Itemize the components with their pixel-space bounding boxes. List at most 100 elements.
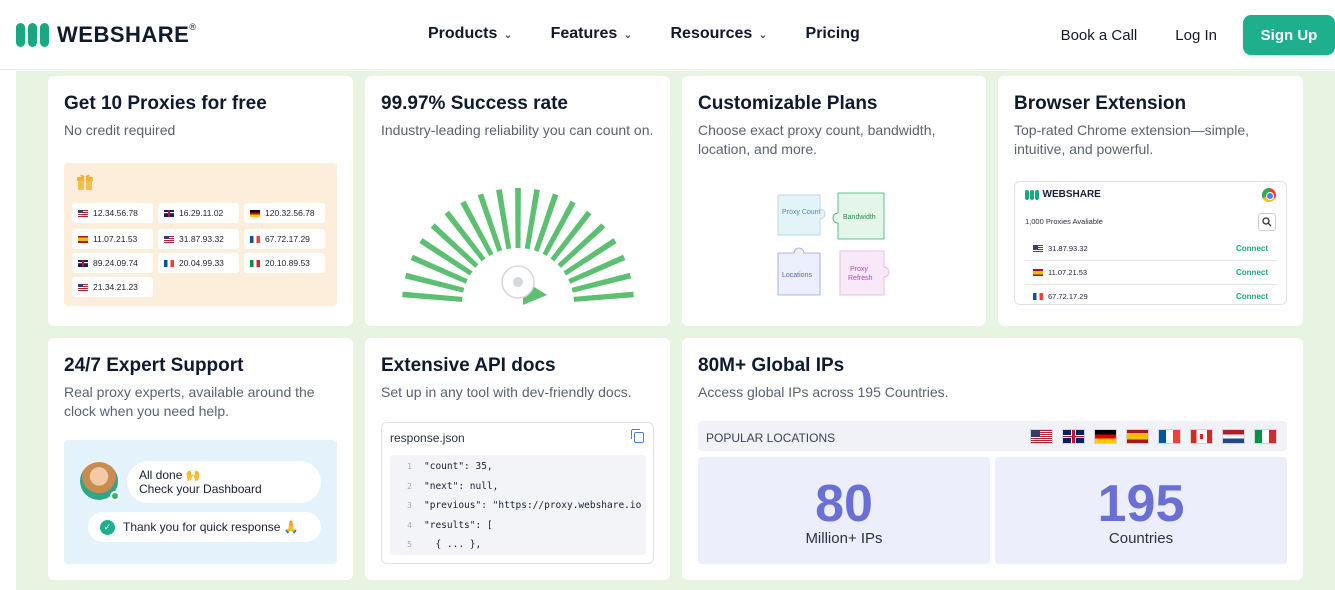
- puzzle-piece-bandwidth: Bandwidth: [832, 192, 885, 240]
- login-link[interactable]: Log In: [1175, 26, 1217, 44]
- stat-value: 80: [815, 475, 873, 533]
- flag-icon: [164, 235, 174, 243]
- flag-us-icon[interactable]: [1030, 429, 1053, 444]
- ip-address: 12.34.56.78: [93, 208, 138, 218]
- webshare-logo[interactable]: WEBSHARE®: [16, 22, 196, 48]
- flag-icon: [164, 209, 174, 217]
- ip-chip: 11.07.21.53: [72, 229, 153, 249]
- flag-es-icon[interactable]: [1126, 429, 1149, 444]
- flag-icon: [78, 209, 88, 217]
- ip-chip: 21.34.21.23: [72, 277, 153, 297]
- chevron-down-icon: ⌄: [758, 28, 768, 41]
- card-title: 99.97% Success rate: [381, 93, 568, 114]
- flag-it-icon[interactable]: [1254, 429, 1277, 444]
- ip-address: 11.07.21.53: [1048, 268, 1088, 277]
- chat-preview: All done 🙌 Check your Dashboard ✓ Thank …: [64, 440, 337, 564]
- flag-icon: [250, 235, 260, 243]
- ip-chip: 31.87.93.32: [158, 229, 239, 249]
- ip-chip: 20.10.89.53: [244, 253, 325, 273]
- ip-chip: 12.34.56.78: [72, 203, 153, 223]
- ip-address: 89.24.09.74: [93, 258, 138, 268]
- extension-proxy-row: 31.87.93.32 Connect: [1025, 237, 1278, 261]
- flag-fr-icon[interactable]: [1158, 429, 1181, 444]
- puzzle-label: Bandwidth: [843, 214, 876, 221]
- flag-gb-icon[interactable]: [1062, 429, 1085, 444]
- book-call-link[interactable]: Book a Call: [1060, 26, 1138, 44]
- card-subtitle: Top-rated Chrome extension—simple, intui…: [1014, 122, 1249, 157]
- online-status-dot: [110, 491, 120, 501]
- nav-label: Resources: [670, 25, 753, 42]
- line-number: 4: [407, 520, 412, 530]
- gauge-segment: [419, 238, 473, 276]
- code-line: 2 "next": null,: [390, 477, 498, 496]
- stat-ips: 80 Million+ IPs: [698, 457, 990, 564]
- copy-icon[interactable]: [631, 429, 644, 443]
- extension-proxy-row: 67.72.17.29 Connect: [1025, 285, 1278, 304]
- card-subtitle: Access global IPs across 195 Countries.: [698, 384, 949, 400]
- ip-chip: 89.24.09.74: [72, 253, 153, 273]
- ip-chip: 67.72.17.29: [244, 229, 325, 249]
- ip-chip: 16.29.11.02: [158, 203, 239, 223]
- card-subtitle: No credit required: [64, 122, 176, 138]
- flag-nl-icon[interactable]: [1222, 429, 1245, 444]
- card-title: 80M+ Global IPs: [698, 355, 845, 376]
- card-free-proxies: Get 10 Proxies for free No credit requir…: [48, 76, 353, 326]
- flag-de-icon[interactable]: [1094, 429, 1117, 444]
- code-body: 1 "count": 35, 2 "next": null, 3 "previous": …: [390, 455, 646, 555]
- flag-ca-icon[interactable]: [1190, 429, 1213, 444]
- connect-button[interactable]: Connect: [1236, 268, 1268, 277]
- nav-label: Products: [428, 25, 498, 42]
- popular-locations-flags: [1030, 429, 1277, 444]
- connect-button[interactable]: Connect: [1236, 292, 1268, 301]
- search-icon[interactable]: [1258, 213, 1276, 231]
- connect-button[interactable]: Connect: [1236, 244, 1268, 253]
- ip-address: 67.72.17.29: [265, 234, 310, 244]
- flag-icon: [1033, 269, 1043, 276]
- gauge-segment: [404, 272, 465, 293]
- puzzle-piece-locations: Locations: [777, 247, 821, 296]
- ip-address: 67.72.17.29: [1048, 292, 1088, 301]
- signup-button[interactable]: Sign Up: [1243, 15, 1335, 55]
- line-number: 5: [407, 540, 412, 549]
- gauge-segment: [533, 193, 559, 252]
- code-filename: response.json: [390, 431, 465, 445]
- gauge-segment: [557, 223, 606, 268]
- ip-address: 16.29.11.02: [179, 208, 224, 218]
- chat-text: Thank you for quick response 🙏: [123, 520, 299, 534]
- chevron-down-icon: ⌄: [623, 28, 633, 41]
- flag-icon: [78, 259, 88, 267]
- card-title: Customizable Plans: [698, 93, 878, 114]
- card-subtitle: Set up in any tool with dev-friendly doc…: [381, 384, 632, 400]
- gauge-segment: [524, 189, 540, 250]
- gauge-segment: [477, 193, 503, 252]
- code-text: "next": null,: [424, 480, 499, 492]
- nav-features[interactable]: Features ⌄: [551, 25, 633, 43]
- logo-icon: [16, 23, 49, 47]
- ip-address: 11.07.21.53: [93, 234, 138, 244]
- ip-chip: 20.04.99.33: [158, 253, 239, 273]
- stat-countries: 195 Countries: [995, 457, 1287, 564]
- gauge-segment: [402, 291, 463, 302]
- nav-pricing[interactable]: Pricing: [806, 25, 860, 43]
- gift-icon: [76, 173, 94, 196]
- gauge-segment: [542, 200, 576, 256]
- ip-address: 20.10.89.53: [265, 258, 310, 268]
- main-nav: Products ⌄ Features ⌄ Resources ⌄ Pricing: [428, 25, 898, 43]
- puzzle-label: Proxy Count: [782, 209, 821, 216]
- ip-address: 21.34.21.23: [93, 282, 138, 292]
- gauge-segment: [568, 254, 626, 284]
- chat-message-user: ✓ Thank you for quick response 🙏: [88, 512, 321, 542]
- gauge-segment: [496, 189, 512, 250]
- card-success-rate: 99.97% Success rate Industry-leading rel…: [365, 76, 670, 326]
- extension-app-name: WEBSHARE: [1042, 189, 1101, 200]
- nav-resources[interactable]: Resources ⌄: [670, 25, 767, 43]
- stat-value: 195: [1097, 475, 1185, 533]
- card-title: Extensive API docs: [381, 355, 556, 376]
- logo-icon: [1025, 189, 1039, 200]
- check-icon: ✓: [100, 519, 115, 535]
- card-browser-extension: Browser Extension Top-rated Chrome exten…: [998, 76, 1303, 326]
- gauge-segment: [563, 238, 617, 276]
- ip-address: 31.87.93.32: [179, 234, 224, 244]
- nav-products[interactable]: Products ⌄: [428, 25, 513, 43]
- line-number: 3: [407, 501, 412, 510]
